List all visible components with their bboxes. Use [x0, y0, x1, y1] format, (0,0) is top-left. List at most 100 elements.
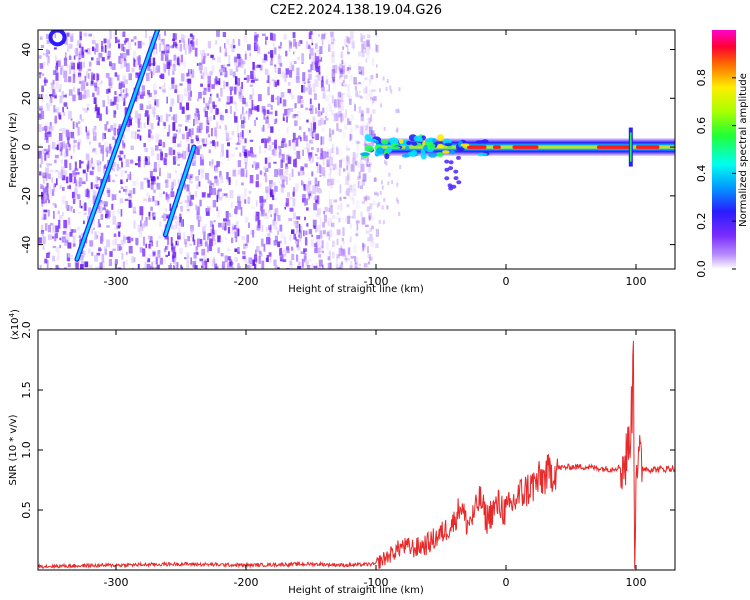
noise-cell — [348, 96, 352, 101]
noise-cell — [50, 83, 55, 90]
noise-cell — [283, 248, 286, 253]
noise-cell — [355, 233, 359, 237]
noise-cell — [70, 208, 72, 212]
noise-cell — [44, 152, 47, 161]
noise-cell — [318, 119, 322, 126]
noise-cell — [296, 67, 300, 75]
noise-cell — [197, 125, 201, 133]
noise-cell — [335, 146, 338, 149]
noise-cell — [289, 264, 293, 269]
noise-cell — [234, 248, 238, 252]
noise-cell — [173, 265, 175, 269]
noise-cell — [110, 101, 115, 106]
carrier-blob — [366, 138, 377, 142]
noise-cell — [47, 173, 51, 179]
noise-cell — [127, 174, 132, 180]
noise-cell — [349, 195, 354, 200]
noise-cell — [240, 124, 245, 129]
noise-cell — [224, 255, 228, 263]
noise-cell — [107, 210, 112, 217]
noise-cell — [184, 184, 188, 187]
noise-cell — [339, 196, 342, 201]
noise-cell — [338, 128, 342, 133]
noise-cell — [292, 198, 296, 207]
noise-cell — [355, 124, 359, 129]
noise-cell — [328, 84, 330, 92]
noise-cell — [145, 243, 147, 249]
noise-cell — [221, 193, 224, 197]
noise-cell — [371, 225, 374, 230]
noise-cell — [41, 201, 43, 207]
noise-cell — [165, 46, 169, 51]
noise-cell — [152, 251, 156, 256]
noise-cell — [216, 108, 220, 115]
noise-cell — [178, 124, 183, 127]
carrier-hot-segment — [467, 145, 487, 149]
noise-cell — [61, 141, 66, 149]
noise-cell — [275, 97, 278, 100]
noise-cell — [201, 72, 205, 80]
noise-cell — [113, 110, 116, 118]
noise-cell — [190, 34, 194, 40]
noise-cell — [373, 133, 376, 140]
noise-cell — [100, 214, 104, 220]
noise-cell — [360, 156, 363, 164]
noise-cell — [295, 221, 299, 228]
noise-cell — [298, 223, 301, 232]
noise-cell — [325, 113, 328, 119]
noise-cell — [382, 220, 385, 225]
noise-cell — [328, 44, 331, 52]
noise-cell — [75, 179, 78, 187]
noise-cell — [227, 256, 231, 261]
noise-cell — [187, 38, 190, 46]
noise-cell — [355, 140, 360, 145]
noise-cell — [357, 163, 360, 168]
noise-cell — [63, 267, 67, 269]
noise-cell — [153, 83, 157, 92]
noise-cell — [78, 51, 81, 56]
noise-cell — [67, 110, 72, 120]
noise-cell — [213, 115, 216, 120]
noise-cell — [152, 95, 157, 102]
noise-cell — [354, 82, 358, 86]
noise-cell — [324, 116, 327, 119]
noise-cell — [354, 256, 357, 262]
noise-cell — [208, 116, 213, 122]
noise-cell — [171, 188, 173, 191]
noise-cell — [346, 155, 349, 162]
noise-cell — [39, 264, 42, 269]
noise-cell — [350, 31, 354, 40]
carrier-blob — [432, 138, 437, 143]
noise-cell — [346, 204, 350, 208]
noise-cell — [67, 136, 70, 145]
noise-cell — [202, 268, 205, 269]
noise-cell — [153, 168, 157, 172]
noise-cell — [151, 212, 154, 217]
noise-cell — [112, 179, 115, 183]
noise-cell — [41, 225, 44, 231]
noise-cell — [88, 264, 93, 269]
noise-cell — [363, 245, 366, 250]
x-tick-label: -300 — [104, 576, 129, 589]
noise-cell — [368, 196, 371, 200]
noise-cell — [316, 161, 320, 164]
noise-cell — [343, 196, 347, 199]
noise-cell — [94, 48, 96, 55]
noise-cell — [244, 156, 248, 165]
noise-cell — [174, 170, 177, 174]
noise-cell — [152, 49, 156, 56]
noise-cell — [63, 94, 67, 98]
noise-cell — [368, 43, 371, 50]
noise-cell — [288, 41, 292, 49]
noise-cell — [83, 244, 86, 248]
noise-cell — [300, 96, 303, 99]
noise-cell — [57, 210, 60, 215]
noise-cell — [121, 181, 125, 184]
noise-cell — [171, 116, 175, 120]
noise-cell — [179, 201, 183, 204]
noise-cell — [364, 77, 368, 81]
noise-cell — [286, 249, 290, 254]
noise-cell — [246, 234, 250, 243]
noise-cell — [224, 222, 227, 231]
noise-cell — [324, 214, 327, 223]
